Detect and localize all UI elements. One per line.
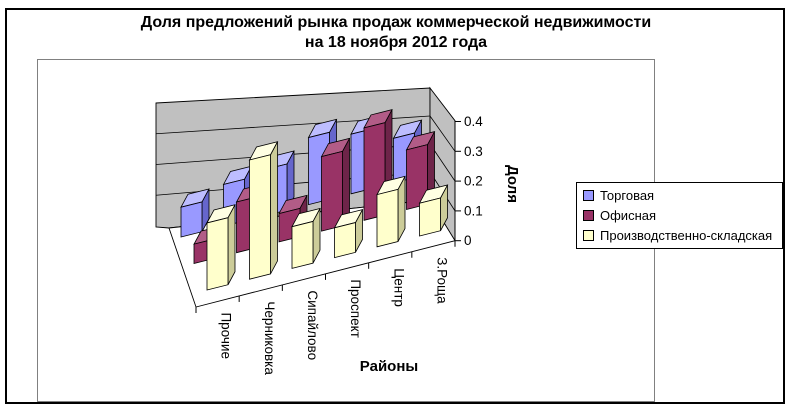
chart-outer-border [5,8,785,404]
bar-face[interactable] [206,217,229,291]
category-label: Проспект [348,279,363,338]
chart-title-line1: Доля предложений рынка продаж коммерческ… [140,14,652,31]
bar-face[interactable] [249,154,271,280]
bar-Производственно-складская-Прочие[interactable] [206,204,236,291]
y-tick-label: 0.3 [464,144,483,159]
legend-item-Производственно-складская[interactable]: Производственно-складская [583,228,782,243]
y-tick-label: 0.4 [464,114,483,129]
y-tick-label: 0.2 [464,174,483,189]
y-axis-title: Доля [504,165,521,203]
category-label: Центр [391,268,406,307]
bar-face[interactable] [227,204,236,285]
category-label: Прочие [219,312,234,359]
bar-Производственно-складская-Проспект[interactable] [333,208,364,259]
legend-item-Офисная[interactable]: Офисная [583,208,782,223]
y-tick-label: 0.1 [464,203,483,218]
bar-Производственно-складская-Сипайлово[interactable] [291,207,321,269]
bar-face[interactable] [291,220,314,269]
legend-item-Торговая[interactable]: Торговая [583,188,782,203]
legend-swatch [583,189,594,201]
legend[interactable]: Торговая Офисная Производственно-складская [576,182,783,249]
legend-label: Офисная [600,207,657,223]
category-label: Черниковка [262,301,277,375]
y-tick-label: 0 [464,233,472,248]
legend-label: Производственно-складская [600,228,773,244]
category-label: З.Роща [434,257,449,304]
category-label: Сипайлово [305,290,320,360]
bar-face[interactable] [334,222,356,259]
chart-title-line2: на 18 ноября 2012 года [304,34,488,51]
chart-title: Доля предложений рынка продаж коммерческ… [0,13,792,53]
bar-Производственно-складская-Черниковка[interactable] [248,141,279,280]
bar-face[interactable] [180,201,203,238]
gridline [429,115,456,152]
bar-face[interactable] [270,141,278,275]
bar-Производственно-складская-Центр[interactable] [376,175,406,248]
bar-Производственно-складская-З.Роща[interactable] [418,184,449,237]
bar-Офисная-Проспект[interactable] [320,137,351,232]
bar-face[interactable] [419,197,441,237]
bar-Торговая-Прочие[interactable] [180,188,210,238]
bar-face[interactable] [376,188,399,248]
legend-label: Торговая [600,187,655,203]
x-axis-title: Районы [360,358,418,375]
legend-swatch [583,230,594,242]
legend-swatch [583,209,594,221]
